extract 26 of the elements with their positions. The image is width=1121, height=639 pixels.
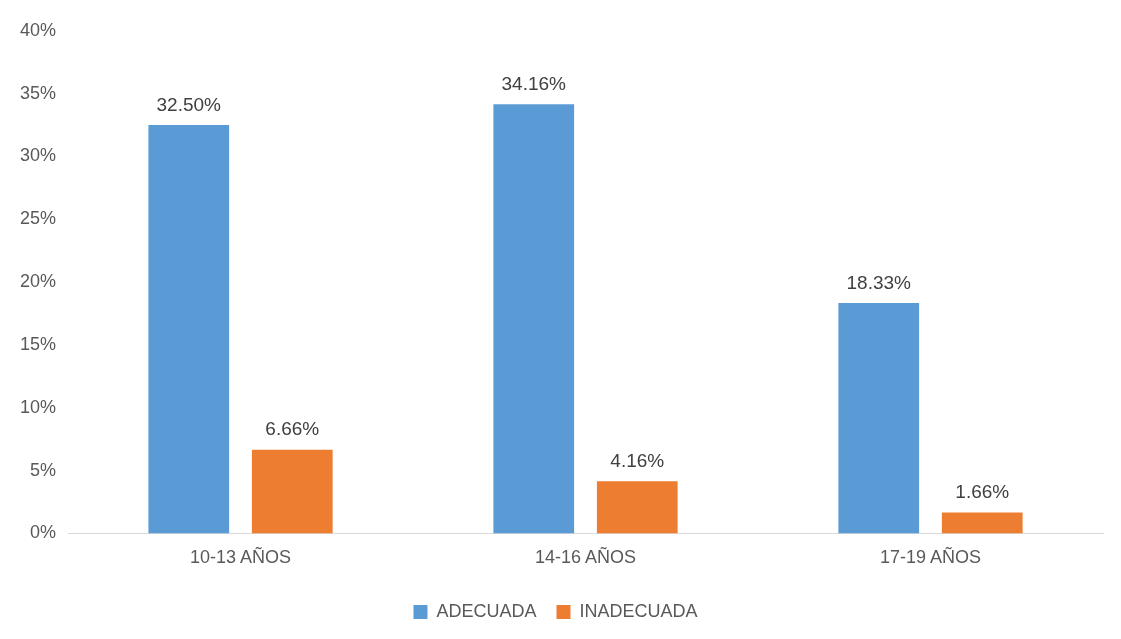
y-tick-label: 20% bbox=[20, 271, 57, 292]
legend-label: ADECUADA bbox=[436, 600, 537, 621]
data-label: 18.33% bbox=[846, 271, 912, 293]
y-tick-label: 40% bbox=[20, 19, 57, 40]
bar bbox=[838, 303, 920, 534]
y-tick-label: 10% bbox=[20, 396, 57, 417]
x-tick-label: 10-13 AÑOS bbox=[189, 546, 292, 568]
bar bbox=[596, 481, 678, 534]
y-tick-label: 25% bbox=[20, 208, 57, 229]
bar bbox=[251, 449, 333, 534]
bar bbox=[941, 512, 1023, 534]
bar bbox=[493, 104, 575, 534]
data-label: 32.50% bbox=[156, 93, 222, 115]
y-tick-label: 35% bbox=[20, 82, 57, 103]
y-tick-label: 30% bbox=[20, 145, 57, 166]
y-tick-label: 15% bbox=[20, 333, 57, 354]
data-label: 1.66% bbox=[955, 481, 1010, 503]
data-label: 4.16% bbox=[610, 449, 665, 471]
data-label: 6.66% bbox=[265, 418, 320, 440]
x-tick-label: 17-19 AÑOS bbox=[879, 546, 982, 568]
data-label: 34.16% bbox=[501, 72, 567, 94]
legend-label: INADECUADA bbox=[579, 600, 698, 621]
y-tick-label: 5% bbox=[30, 459, 57, 480]
x-tick-label: 14-16 AÑOS bbox=[534, 546, 637, 568]
y-tick-label: 0% bbox=[30, 522, 57, 543]
bar bbox=[148, 125, 230, 534]
